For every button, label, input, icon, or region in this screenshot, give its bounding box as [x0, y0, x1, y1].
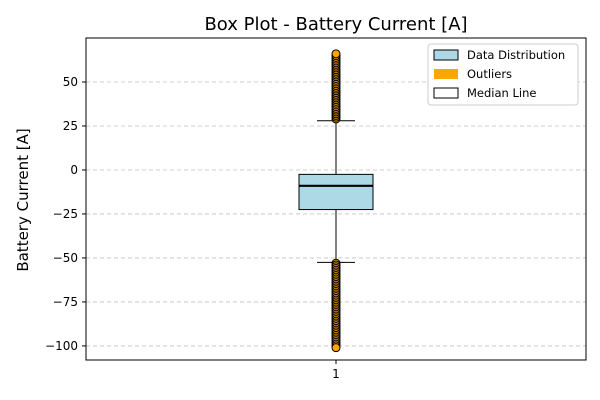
- iqr-box: [298, 173, 374, 211]
- legend-label-data-distribution: Data Distribution: [467, 48, 565, 62]
- y-tick-label: −25: [53, 207, 78, 221]
- y-tick-label: 25: [63, 119, 78, 133]
- legend-frame: [427, 43, 579, 106]
- axis-ticks: 50 25 0 −25 −50 −75 −100 1: [45, 75, 340, 381]
- y-tick-label: −75: [53, 295, 78, 309]
- y-tick-label: −50: [53, 251, 78, 265]
- legend-label-outliers: Outliers: [467, 67, 512, 81]
- legend: Data Distribution Outliers Median Line: [427, 43, 579, 106]
- outlier-point: [331, 49, 341, 59]
- legend-swatch-outliers: [434, 69, 458, 79]
- legend-swatch-median-line: [433, 87, 459, 99]
- legend-label-median-line: Median Line: [467, 86, 536, 100]
- y-tick-label: 0: [70, 163, 78, 177]
- legend-swatch-data-distribution: [433, 49, 459, 61]
- chart-title: Box Plot - Battery Current [A]: [204, 14, 467, 35]
- x-tick-label: 1: [332, 367, 340, 381]
- y-axis-label: Battery Current [A]: [14, 128, 32, 271]
- plot-area: [298, 49, 374, 353]
- y-tick-label: 50: [63, 75, 78, 89]
- outlier-point: [331, 343, 341, 353]
- y-tick-label: −100: [45, 339, 78, 353]
